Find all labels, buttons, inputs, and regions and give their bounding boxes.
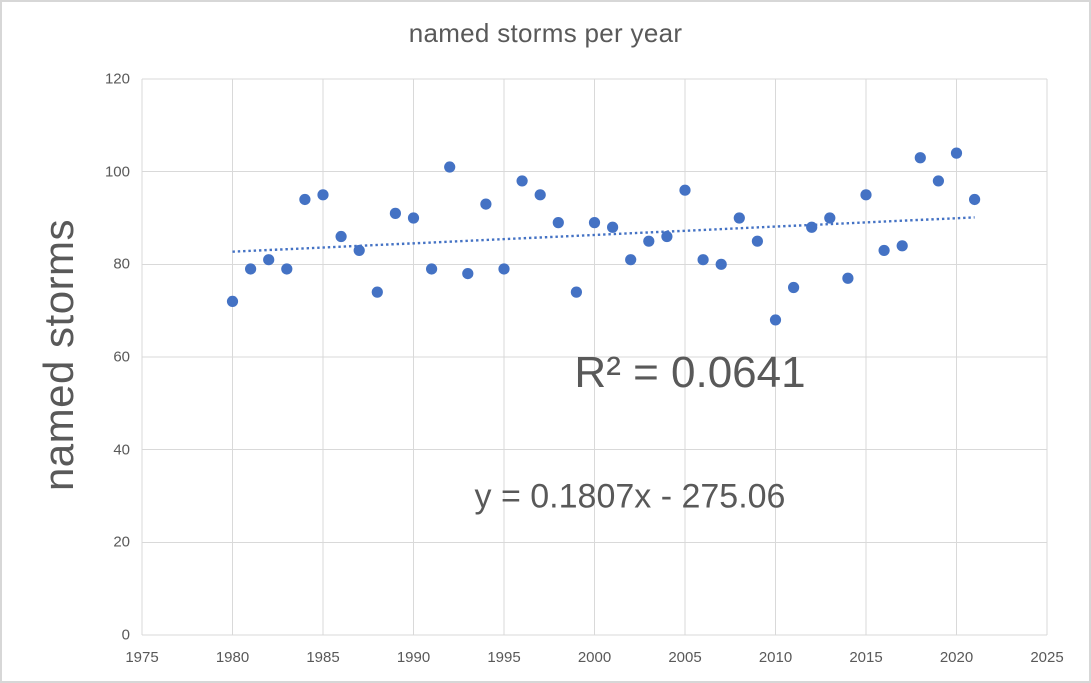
scatter-point: [733, 212, 745, 224]
scatter-point: [281, 263, 293, 275]
y-axis-tick-label: 100: [104, 163, 130, 181]
scatter-point: [407, 212, 420, 224]
y-axis-tick-label: 60: [113, 348, 130, 366]
chart-title: named storms per year: [408, 18, 683, 48]
x-axis-tick-label: 1985: [306, 649, 340, 666]
scatter-point: [860, 189, 872, 201]
scatter-point: [389, 207, 401, 219]
scatter-point: [462, 268, 474, 280]
y-axis-tick-label: 80: [113, 255, 130, 273]
scatter-point: [625, 254, 637, 266]
scatter-point: [498, 263, 510, 275]
trendline-equation-label: y = 0.1807x - 275.06: [474, 477, 786, 516]
scatter-point: [697, 254, 709, 266]
scatter-point: [480, 198, 492, 210]
scatter-point: [335, 230, 347, 243]
scatter-point: [245, 263, 257, 275]
x-axis-tick-label: 2025: [1030, 649, 1064, 666]
scatter-point: [769, 314, 782, 326]
scatter-point: [643, 235, 655, 247]
y-axis-tick-label: 40: [113, 441, 130, 459]
scatter-point: [932, 175, 945, 187]
scatter-point: [444, 161, 456, 173]
scatter-point: [950, 147, 963, 159]
scatter-point: [570, 286, 583, 298]
scatter-point: [607, 221, 619, 233]
x-axis-tick-label: 1980: [215, 649, 250, 666]
scatter-point: [299, 193, 311, 206]
y-axis-tick-label: 20: [113, 533, 130, 551]
y-axis-tick-label: 120: [104, 70, 130, 88]
scatter-point: [353, 244, 365, 257]
scatter-point: [878, 244, 890, 257]
x-axis-tick-label: 1975: [125, 649, 159, 666]
scatter-point: [317, 189, 329, 201]
x-axis-tick-label: 1990: [396, 649, 431, 666]
x-axis-tick-label: 2005: [668, 649, 702, 666]
scatter-point: [806, 221, 818, 233]
scatter-point: [679, 184, 691, 196]
scatter-point: [824, 212, 836, 224]
x-axis-tick-label: 2020: [939, 649, 974, 666]
scatter-point: [914, 152, 926, 164]
scatter-point: [751, 235, 764, 247]
scatter-point: [552, 217, 564, 229]
x-axis-tick-label: 1995: [487, 649, 521, 666]
scatter-point: [516, 175, 528, 187]
scatter-point: [896, 240, 908, 252]
y-axis-tick-label: 0: [121, 626, 130, 644]
x-axis-tick-label: 2015: [849, 649, 883, 666]
scatter-point: [226, 295, 239, 307]
scatter-point: [715, 258, 727, 270]
scatter-point: [842, 272, 854, 284]
scatter-point: [661, 230, 673, 243]
scatter-point: [534, 189, 546, 201]
scatter-point: [788, 281, 800, 294]
r-squared-label: R² = 0.0641: [574, 348, 806, 397]
scatter-point: [969, 193, 981, 206]
scatter-point: [588, 217, 601, 229]
scatter-point: [426, 263, 438, 275]
x-axis-tick-label: 2000: [577, 649, 612, 666]
x-axis-tick-label: 2010: [758, 649, 793, 666]
scatter-point: [263, 254, 275, 266]
scatter-point: [371, 286, 383, 298]
